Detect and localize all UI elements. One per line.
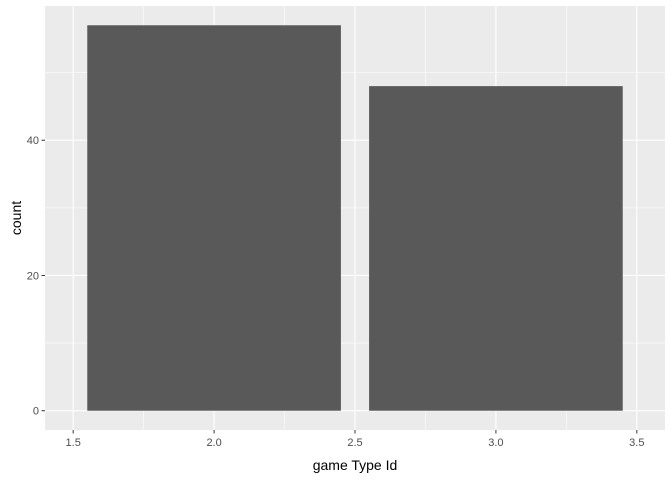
y-axis-title: count	[8, 201, 24, 235]
x-tick-label: 2.0	[206, 437, 221, 449]
y-tick-label: 0	[33, 406, 39, 418]
x-tick-label: 3.0	[488, 437, 503, 449]
x-axis-title: game Type Id	[313, 457, 398, 473]
bars	[87, 25, 623, 411]
y-tick-label: 20	[27, 270, 39, 282]
y-tick-label: 40	[27, 135, 39, 147]
x-tick-label: 3.5	[629, 437, 644, 449]
y-axis-ticks: 0 20 40	[27, 135, 45, 418]
x-axis-ticks: 1.5 2.0 2.5 3.0 3.5	[66, 430, 644, 449]
bar	[87, 25, 341, 411]
x-tick-label: 1.5	[66, 437, 81, 449]
bar	[369, 86, 623, 411]
x-tick-label: 2.5	[347, 437, 362, 449]
